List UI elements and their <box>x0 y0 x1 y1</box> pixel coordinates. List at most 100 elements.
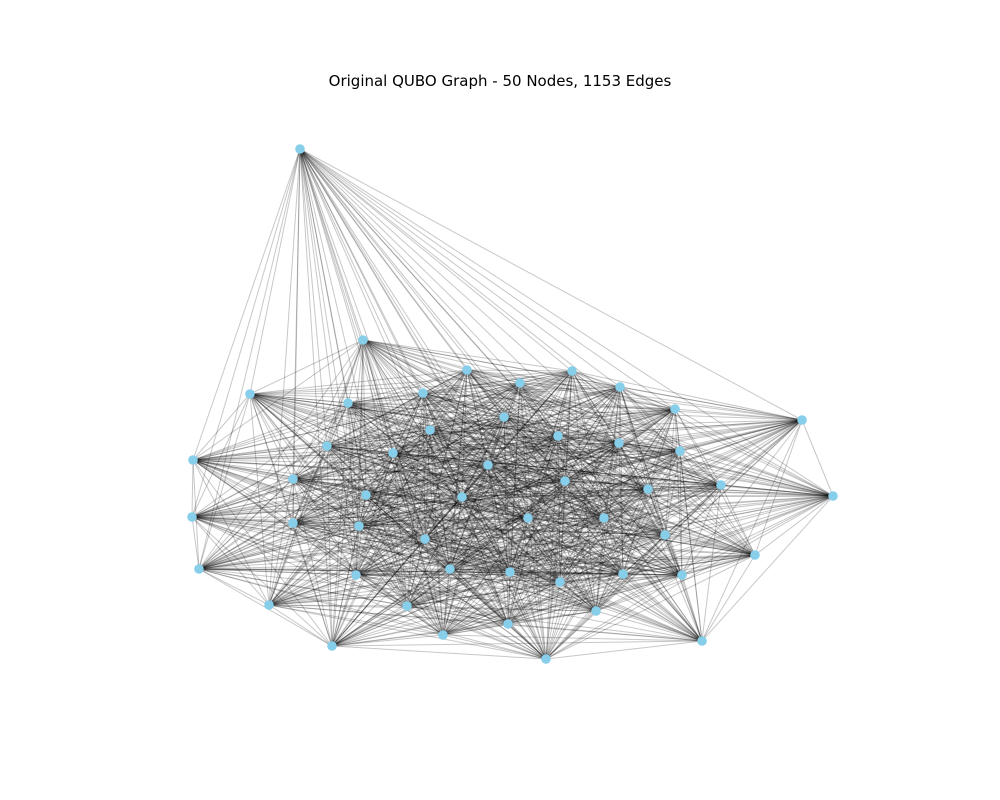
graph-edge <box>647 488 666 536</box>
graph-edge <box>331 416 505 647</box>
graph-edge <box>442 386 621 636</box>
graph-edge <box>355 517 605 576</box>
graph-edge <box>466 369 803 421</box>
graph-edge <box>507 610 597 625</box>
graph-edge <box>392 452 444 636</box>
graph-edge <box>198 445 328 570</box>
graph-edge <box>198 568 509 625</box>
graph-node <box>599 513 609 523</box>
graph-edge <box>299 148 451 570</box>
graph-edge <box>299 148 424 394</box>
graph-edge <box>442 571 511 636</box>
graph-edge <box>603 408 676 519</box>
graph-edge <box>355 442 620 576</box>
graph-edge <box>299 148 349 404</box>
graph-edge <box>347 402 444 636</box>
graph-edge <box>198 496 463 570</box>
graph-node <box>245 389 255 399</box>
graph-edge <box>292 478 408 607</box>
graph-node <box>483 460 493 470</box>
graph-node <box>354 521 364 531</box>
graph-edge <box>392 419 803 454</box>
graph-edge <box>249 393 756 556</box>
graph-edge <box>362 339 624 575</box>
graph-edge <box>545 435 559 660</box>
graph-edge <box>198 522 294 570</box>
graph-edge <box>507 517 529 625</box>
figure-title: Original QUBO Graph - 50 Nodes, 1153 Edg… <box>328 72 672 90</box>
graph-edge <box>331 484 722 647</box>
graph-edge <box>449 442 620 570</box>
graph-edge <box>545 554 756 660</box>
graph-edge <box>191 516 294 524</box>
graph-edge <box>358 517 529 527</box>
graph-node <box>188 455 198 465</box>
graph-edge <box>429 429 511 573</box>
graph-edge <box>355 408 676 576</box>
graph-edge <box>429 429 605 519</box>
graph-edge <box>507 382 521 625</box>
graph-edge <box>355 571 511 576</box>
graph-edge <box>347 402 566 482</box>
graph-edge <box>509 450 681 573</box>
graph-edge <box>347 402 624 575</box>
graph-edge <box>545 484 722 660</box>
graph-edge <box>392 452 426 540</box>
graph-edge <box>509 408 676 573</box>
graph-edge <box>362 339 605 519</box>
graph-node <box>351 570 361 580</box>
graph-edge <box>557 435 683 576</box>
graph-edge <box>358 525 426 540</box>
graph-edge <box>331 496 463 647</box>
graph-edge <box>365 494 408 607</box>
graph-node <box>643 484 653 494</box>
graph-edge <box>720 484 834 497</box>
graph-edge <box>198 568 561 583</box>
graph-edge <box>268 370 573 606</box>
graph-edge <box>406 496 463 607</box>
graph-edge <box>503 416 547 660</box>
graph-edge <box>358 484 722 527</box>
graph-edge <box>355 534 666 576</box>
graph-edge <box>466 369 666 536</box>
graph-edge <box>424 538 561 583</box>
graph-edge <box>507 581 561 625</box>
graph-edge <box>429 429 649 490</box>
graph-edge <box>674 408 803 421</box>
graph-edge <box>429 429 444 636</box>
graph-edge <box>268 538 426 606</box>
graph-edge <box>249 393 703 642</box>
graph-edge <box>191 416 505 518</box>
graph-edge <box>198 525 360 570</box>
graph-edge <box>268 148 301 606</box>
graph-edge <box>557 370 573 437</box>
graph-edge <box>647 488 703 642</box>
graph-edge <box>647 450 681 490</box>
graph-edge <box>292 522 624 575</box>
graph-edge <box>466 369 649 490</box>
graph-edge <box>527 517 703 642</box>
graph-edge <box>595 488 649 612</box>
graph-node <box>660 530 670 540</box>
graph-edge <box>618 442 703 642</box>
graph-edge <box>507 450 681 625</box>
graph-edge <box>192 459 360 527</box>
graph-edge <box>331 429 431 647</box>
graph-edge <box>249 393 505 418</box>
graph-edge <box>618 419 803 444</box>
graph-edge <box>487 464 666 536</box>
graph-edge <box>198 450 681 570</box>
graph-edge <box>449 568 683 576</box>
graph-edge <box>347 369 468 404</box>
graph-edge <box>442 554 756 636</box>
graph-node <box>194 564 204 574</box>
graph-edge <box>527 484 722 519</box>
graph-edge <box>503 416 681 452</box>
graph-edge <box>503 416 756 556</box>
graph-edge <box>559 573 624 583</box>
graph-edge <box>191 516 756 556</box>
graph-edge <box>509 571 561 583</box>
node-layer <box>187 144 838 664</box>
graph-edge <box>192 459 426 540</box>
graph-edge <box>571 370 722 486</box>
